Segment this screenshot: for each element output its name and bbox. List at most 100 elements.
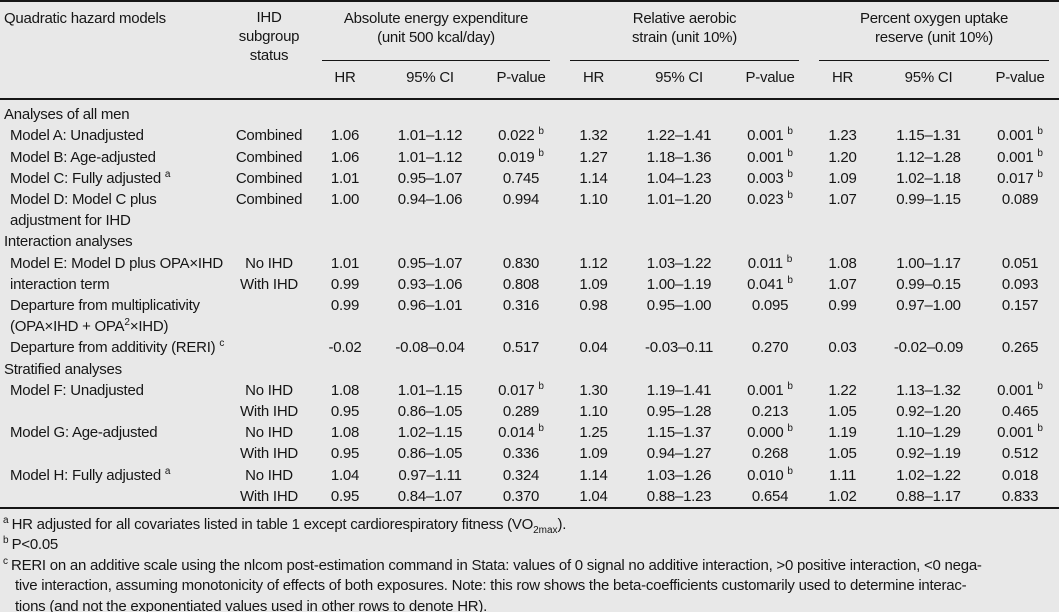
p-value-cell: 0.017 b <box>498 380 544 399</box>
ci-cell: 0.94–1.06 <box>397 191 463 209</box>
hr-cell: 0.99 <box>330 297 360 315</box>
hr-cell: 1.27 <box>579 148 608 166</box>
footnote-c: c RERI on an additive scale using the nlc… <box>3 556 1057 612</box>
hr-cell: 1.20 <box>828 148 857 166</box>
hr-cell: 1.09 <box>579 445 608 463</box>
hazard-models-table: Quadratic hazard models IHD subgroup statu… <box>0 0 1059 510</box>
col-header-ci: 95% CI <box>627 61 732 101</box>
hr-cell: 1.10 <box>579 403 608 421</box>
hr-cell: 1.04 <box>579 487 608 505</box>
table-row: Model E: Model D plus OPA×IHD interaction… <box>0 253 1059 293</box>
table-row: Model B: Age-adjusted Combined 1.06 1.01–1.… <box>0 147 1059 168</box>
ci-cell: 1.01–1.15 <box>397 381 463 399</box>
table-row: Model D: Model C plus adjustment for IHD C… <box>0 189 1059 231</box>
col-header-p-value: P-value <box>981 61 1059 101</box>
col-group-absolute-energy-expenditure: Absolute energy expenditure (unit 500 kca… <box>312 1 560 61</box>
hr-cell: 1.08 <box>828 254 857 272</box>
p-value-cell: 0.370 <box>502 487 540 505</box>
subgroup-cell: No IHD <box>245 381 293 399</box>
row-label: Model G: Age-adjusted <box>10 424 158 442</box>
hr-cell: 1.07 <box>828 275 857 293</box>
ci-cell: -0.03–0.11 <box>644 339 714 357</box>
table-row: With IHD 0.99 0.93–1.06 0.808 1.09 1.00–1.19 0… <box>0 274 1059 295</box>
hr-cell: 1.06 <box>330 127 360 145</box>
ci-cell: 1.01–1.20 <box>646 191 712 209</box>
hr-cell: 1.22 <box>828 381 857 399</box>
table-row: With IHD 0.95 0.84–1.07 0.370 1.04 0.88–1.23 0… <box>0 486 1059 508</box>
ci-cell: 0.88–1.23 <box>646 487 712 505</box>
subgroup-cell: Combined <box>235 191 303 209</box>
hr-cell: 1.02 <box>828 487 857 505</box>
ci-cell: 1.19–1.41 <box>646 381 712 399</box>
section-label: Stratified analyses <box>4 360 122 378</box>
ci-cell: 1.22–1.41 <box>646 127 712 145</box>
hr-cell: 1.05 <box>828 403 857 421</box>
subgroup-cell: With IHD <box>240 275 298 293</box>
table-row: Departure from multiplicativity (OPA×IHD … <box>0 295 1059 337</box>
row-label: Model D: Model C plus adjustment for IHD <box>10 191 157 230</box>
col-group-percent-oxygen-uptake-reserve: Percent oxygen uptake reserve (unit 10%) <box>809 1 1059 61</box>
p-value-cell: 0.745 <box>502 169 540 187</box>
hr-cell: -0.02 <box>328 339 362 357</box>
subgroup-cell: With IHD <box>240 403 298 421</box>
row-label: Model H: Fully adjusted a <box>10 465 171 484</box>
row-label: Model E: Model D plus OPA×IHD interaction… <box>10 254 223 293</box>
ci-cell: 0.84–1.07 <box>397 487 463 505</box>
footnote-b: b P<0.05 <box>3 535 1057 555</box>
hr-cell: 0.95 <box>330 445 360 463</box>
hr-cell: 0.03 <box>828 339 857 357</box>
ci-cell: 0.95–1.07 <box>397 169 463 187</box>
ci-cell: 1.02–1.15 <box>397 424 463 442</box>
table-header: Quadratic hazard models IHD subgroup statu… <box>0 1 1059 101</box>
ci-cell: -0.02–0.09 <box>893 339 964 357</box>
hr-cell: 1.11 <box>828 466 857 484</box>
hr-cell: 1.32 <box>579 127 608 145</box>
hr-cell: 1.10 <box>579 191 608 209</box>
subgroup-cell: With IHD <box>240 445 298 463</box>
p-value-cell: 0.157 <box>1001 297 1039 315</box>
subgroup-cell: Combined <box>235 169 303 187</box>
col-header-hr: HR <box>312 61 378 101</box>
p-value-cell: 0.265 <box>1001 339 1039 357</box>
hr-cell: 0.95 <box>330 403 360 421</box>
ci-cell: 1.03–1.26 <box>646 466 712 484</box>
p-value-cell: 0.014 b <box>498 423 544 442</box>
hr-cell: 1.04 <box>330 466 360 484</box>
col-group-title: Absolute energy expenditure (unit 500 kca… <box>322 8 551 61</box>
p-value-cell: 0.003 b <box>747 168 793 187</box>
ci-cell: 0.93–1.06 <box>397 275 463 293</box>
col-header-p-value: P-value <box>731 61 810 101</box>
ci-cell: 0.95–1.00 <box>646 297 712 315</box>
table-row: Model A: Unadjusted Combined 1.06 1.01–1.12… <box>0 125 1059 146</box>
subgroup-cell <box>226 295 312 337</box>
hr-cell: 1.12 <box>579 254 608 272</box>
p-value-cell: 0.001 b <box>747 147 793 166</box>
p-value-cell: 0.268 <box>751 445 789 463</box>
ci-cell: 0.94–1.27 <box>646 445 712 463</box>
ci-cell: 0.86–1.05 <box>397 445 463 463</box>
footnote-text: P<0.05 <box>11 536 59 554</box>
footnote-text: HR adjusted for all covariates listed in… <box>11 516 567 537</box>
col-header-ci: 95% CI <box>876 61 982 101</box>
footnotes: a HR adjusted for all covariates listed i… <box>0 509 1059 612</box>
ci-cell: -0.08–0.04 <box>395 339 465 357</box>
table-row: Model C: Fully adjusted a Combined 1.01 0.9… <box>0 168 1059 189</box>
p-value-cell: 0.000 b <box>747 423 793 442</box>
ci-cell: 1.15–1.37 <box>646 424 712 442</box>
p-value-cell: 0.001 b <box>997 147 1043 166</box>
footnote-text: RERI on an additive scale using the nlco… <box>11 556 982 612</box>
p-value-cell: 0.093 <box>1001 275 1039 293</box>
p-value-cell: 0.213 <box>751 403 789 421</box>
hr-cell: 0.99 <box>330 275 360 293</box>
p-value-cell: 0.808 <box>502 275 540 293</box>
ci-cell: 1.01–1.12 <box>397 148 463 166</box>
row-label: Departure from multiplicativity (OPA×IHD … <box>10 297 200 336</box>
row-label: Model C: Fully adjusted a <box>10 168 171 187</box>
hr-cell: 1.01 <box>330 169 360 187</box>
subgroup-cell: Combined <box>235 148 303 166</box>
hr-cell: 1.14 <box>579 169 608 187</box>
p-value-cell: 0.465 <box>1001 403 1039 421</box>
ci-cell: 0.86–1.05 <box>397 403 463 421</box>
hr-cell: 1.14 <box>579 466 608 484</box>
